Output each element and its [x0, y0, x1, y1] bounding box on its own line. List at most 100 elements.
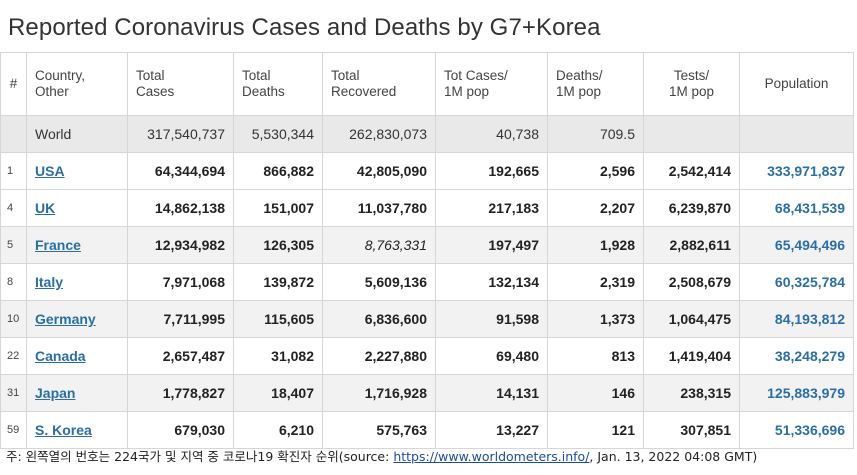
row-total-recovered: 5,609,136 [322, 263, 436, 301]
row-country-cell: UK [26, 189, 128, 227]
row-deaths-per-m: 2,319 [547, 263, 644, 301]
row-rank: 5 [0, 226, 27, 264]
row-total-deaths: 139,872 [233, 263, 323, 301]
country-link[interactable]: Italy [35, 274, 64, 290]
table-row: 4 UK 14,862,138 151,007 11,037,780 217,183 2,2… [0, 189, 854, 227]
header-cases-per-million[interactable]: Tot Cases/1M pop [435, 52, 548, 116]
table-row: 59 S. Korea 679,030 6,210 575,763 13,227 121 30… [0, 411, 854, 449]
source-footnote: 주: 왼쪽열의 번호는 224국가 및 지역 중 코로나19 확진자 순위(so… [6, 449, 758, 464]
header-rank[interactable]: # [0, 52, 27, 116]
row-total-cases: 14,862,138 [127, 189, 234, 227]
world-deaths-per-million: 709.5 [547, 115, 644, 153]
row-cases-per-m: 192,665 [435, 152, 548, 190]
row-country-cell: Canada [26, 337, 128, 375]
world-total-recovered: 262,830,073 [322, 115, 436, 153]
row-cases-per-m: 69,480 [435, 337, 548, 375]
header-total-deaths[interactable]: Total Deaths [233, 52, 323, 116]
row-cases-per-m: 132,134 [435, 263, 548, 301]
row-cases-per-m: 13,227 [435, 411, 548, 449]
row-tests-per-m: 2,508,679 [643, 263, 740, 301]
row-tests-per-m: 307,851 [643, 411, 740, 449]
table-row: 8 Italy 7,971,068 139,872 5,609,136 132,134 2,… [0, 263, 854, 301]
row-cases-per-m: 14,131 [435, 374, 548, 412]
header-row: # Country, Other Total Cases Total Deaths T… [0, 52, 854, 116]
row-total-deaths: 6,210 [233, 411, 323, 449]
row-rank: 1 [0, 152, 27, 190]
world-cases-per-million: 40,738 [435, 115, 548, 153]
row-total-cases: 7,971,068 [127, 263, 234, 301]
header-total-cases[interactable]: Total Cases [127, 52, 234, 116]
header-tests-per-million[interactable]: Tests/1M pop [643, 52, 740, 116]
row-country-cell: France [26, 226, 128, 264]
covid-table: # Country, Other Total Cases Total Deaths T… [0, 52, 854, 449]
row-total-deaths: 18,407 [233, 374, 323, 412]
world-tests-per-million [643, 115, 740, 153]
row-deaths-per-m: 2,207 [547, 189, 644, 227]
page-title: Reported Coronavirus Cases and Deaths by… [8, 14, 601, 41]
row-total-cases: 679,030 [127, 411, 234, 449]
row-total-recovered: 1,716,928 [322, 374, 436, 412]
row-total-deaths: 151,007 [233, 189, 323, 227]
row-population: 125,883,979 [739, 374, 854, 412]
source-link[interactable]: https://www.worldometers.info/ [393, 449, 590, 464]
row-total-cases: 1,778,827 [127, 374, 234, 412]
country-link[interactable]: UK [35, 200, 56, 216]
row-rank: 31 [0, 374, 27, 412]
row-total-cases: 12,934,982 [127, 226, 234, 264]
header-population[interactable]: Population [739, 52, 854, 116]
row-country-cell: S. Korea [26, 411, 128, 449]
row-population: 60,325,784 [739, 263, 854, 301]
table-row: 5 France 12,934,982 126,305 8,763,331 197,497… [0, 226, 854, 264]
header-deaths-per-million[interactable]: Deaths/1M pop [547, 52, 644, 116]
row-population: 51,336,696 [739, 411, 854, 449]
world-country: World [26, 115, 128, 153]
row-cases-per-m: 197,497 [435, 226, 548, 264]
row-population: 333,971,837 [739, 152, 854, 190]
country-link[interactable]: Canada [35, 348, 86, 364]
row-rank: 4 [0, 189, 27, 227]
row-tests-per-m: 238,315 [643, 374, 740, 412]
row-tests-per-m: 1,064,475 [643, 300, 740, 338]
row-total-cases: 2,657,487 [127, 337, 234, 375]
row-total-recovered: 2,227,880 [322, 337, 436, 375]
row-cases-per-m: 217,183 [435, 189, 548, 227]
row-total-recovered: 575,763 [322, 411, 436, 449]
world-row: World 317,540,737 5,530,344 262,830,073 … [0, 115, 854, 153]
row-total-deaths: 126,305 [233, 226, 323, 264]
world-rank [0, 115, 27, 153]
country-link[interactable]: Japan [35, 385, 76, 401]
table-row: 10 Germany 7,711,995 115,605 6,836,600 91,598… [0, 300, 854, 338]
row-rank: 8 [0, 263, 27, 301]
country-link[interactable]: France [35, 237, 81, 253]
row-population: 68,431,539 [739, 189, 854, 227]
row-deaths-per-m: 1,928 [547, 226, 644, 264]
row-tests-per-m: 1,419,404 [643, 337, 740, 375]
country-link[interactable]: USA [35, 163, 65, 179]
row-total-recovered: 42,805,090 [322, 152, 436, 190]
row-rank: 22 [0, 337, 27, 375]
row-population: 84,193,812 [739, 300, 854, 338]
row-country-cell: Japan [26, 374, 128, 412]
row-total-cases: 7,711,995 [127, 300, 234, 338]
row-deaths-per-m: 2,596 [547, 152, 644, 190]
world-total-cases: 317,540,737 [127, 115, 234, 153]
row-total-deaths: 115,605 [233, 300, 323, 338]
header-total-recovered[interactable]: Total Recovered [322, 52, 436, 116]
table-row: 31 Japan 1,778,827 18,407 1,716,928 14,131 146… [0, 374, 854, 412]
row-total-recovered: 6,836,600 [322, 300, 436, 338]
row-population: 38,248,279 [739, 337, 854, 375]
row-deaths-per-m: 813 [547, 337, 644, 375]
row-total-recovered: 11,037,780 [322, 189, 436, 227]
row-tests-per-m: 6,239,870 [643, 189, 740, 227]
header-country[interactable]: Country, Other [26, 52, 128, 116]
country-link[interactable]: S. Korea [35, 422, 92, 438]
row-deaths-per-m: 121 [547, 411, 644, 449]
table-row: 1 USA 64,344,694 866,882 42,805,090 192,665 2,… [0, 152, 854, 190]
country-link[interactable]: Germany [35, 311, 96, 327]
row-tests-per-m: 2,542,414 [643, 152, 740, 190]
row-population: 65,494,496 [739, 226, 854, 264]
row-rank: 59 [0, 411, 27, 449]
row-total-cases: 64,344,694 [127, 152, 234, 190]
row-total-deaths: 31,082 [233, 337, 323, 375]
row-tests-per-m: 2,882,611 [643, 226, 740, 264]
